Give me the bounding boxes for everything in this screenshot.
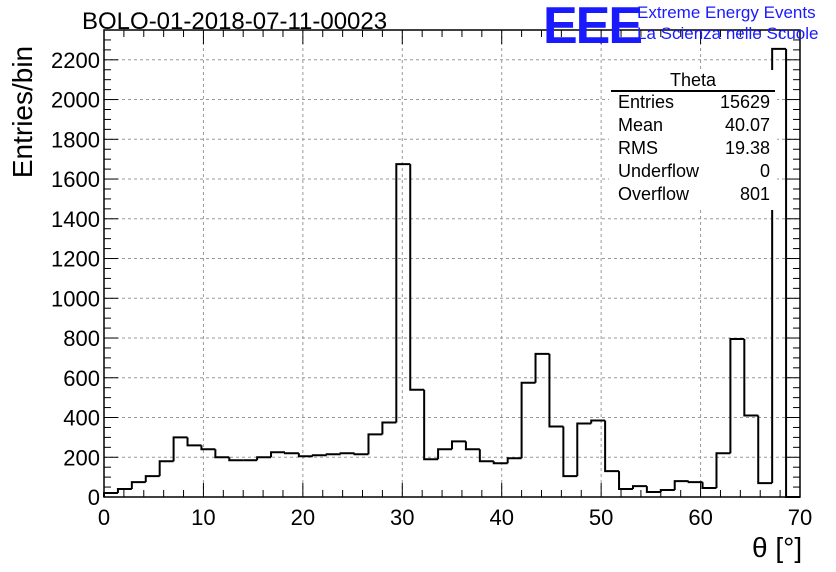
histogram-bin	[590, 419, 606, 424]
stats-label: Mean	[618, 115, 664, 135]
stats-value: 15629	[719, 92, 770, 112]
y-tick-label: 800	[63, 326, 100, 351]
histogram-bin	[604, 420, 620, 473]
stats-row-entries: Entries 15629	[618, 92, 770, 114]
eee-logo-mark: EEE	[543, 0, 643, 55]
stats-label: Overflow	[618, 184, 690, 204]
y-tick-label: 200	[63, 445, 100, 470]
histogram-bin	[283, 452, 299, 455]
histogram-bin	[311, 454, 327, 457]
stats-label: Entries	[618, 92, 675, 112]
x-tick-label: 20	[291, 505, 315, 530]
stats-value: 0	[759, 161, 770, 181]
y-tick-label: 1800	[51, 127, 100, 152]
x-tick-label: 70	[788, 505, 812, 530]
histogram-bin	[631, 485, 647, 490]
y-axis-label: Entries/bin	[7, 45, 38, 179]
stats-row-rms: RMS 19.38	[618, 138, 770, 160]
histogram-bin	[464, 441, 480, 451]
x-tick-label: 30	[390, 505, 414, 530]
stats-label: RMS	[618, 138, 658, 158]
y-tick-label: 400	[63, 406, 100, 431]
histogram-bin	[548, 353, 564, 428]
stats-row-underflow: Underflow 0	[618, 161, 770, 183]
histogram-bin	[395, 163, 411, 423]
histogram-bin	[423, 389, 439, 461]
histogram-bin	[729, 338, 745, 454]
histogram-bin	[576, 422, 592, 477]
y-tick-label: 1400	[51, 207, 100, 232]
histogram-bin	[506, 457, 522, 464]
histogram-bin	[492, 461, 508, 465]
histogram-bin	[172, 436, 188, 462]
stats-label: Underflow	[618, 161, 700, 181]
x-tick-label: 50	[589, 505, 613, 530]
histogram-bin	[673, 480, 689, 491]
plot-frame	[103, 29, 801, 498]
stats-row-mean: Mean 40.07	[618, 115, 770, 137]
chart-title: BOLO-01-2018-07-11-00023	[82, 8, 388, 35]
histogram-bins	[103, 47, 800, 498]
y-tick-label: 1200	[51, 247, 100, 272]
histogram-bin	[618, 471, 633, 491]
histogram-bin	[381, 421, 397, 435]
histogram-bin	[478, 449, 494, 463]
histogram-bin	[256, 456, 272, 461]
histogram-bin	[339, 452, 355, 455]
histogram-bin	[144, 475, 160, 483]
histogram-bin	[353, 453, 369, 456]
histogram-bin	[785, 48, 800, 498]
histogram-bin	[270, 451, 285, 458]
histogram-bin	[130, 481, 146, 490]
histogram-bin	[645, 486, 661, 494]
x-tick-label: 0	[98, 505, 110, 530]
logo-text-line1: Extreme Energy Events	[637, 3, 816, 22]
x-tick-label: 60	[688, 505, 712, 530]
stats-box: Theta Entries 15629 Mean 40.07 RMS 19.38…	[609, 70, 777, 210]
axis-ticks	[103, 29, 801, 498]
histogram-bin	[771, 47, 787, 484]
y-tick-label: 2200	[51, 48, 100, 73]
histogram-bin	[743, 339, 759, 417]
y-tick-label: 600	[63, 366, 100, 391]
stats-separator	[611, 90, 775, 92]
x-axis-label: θ [°]	[752, 532, 803, 563]
histogram-bin	[701, 482, 717, 490]
y-tick-label: 2000	[51, 88, 100, 113]
histogram-bin	[228, 457, 244, 462]
y-tick-label: 1000	[51, 286, 100, 311]
x-tick-label: 10	[191, 505, 215, 530]
stats-title: Theta	[669, 70, 717, 90]
y-tick-label: 0	[88, 485, 100, 510]
histogram-bin	[325, 453, 341, 456]
stats-value: 801	[739, 184, 770, 204]
histogram-bin	[409, 164, 425, 391]
histogram-bin	[200, 445, 216, 451]
histogram-bin	[562, 426, 578, 478]
x-tick-label: 40	[489, 505, 513, 530]
histogram-bin	[367, 433, 383, 455]
histogram-bin	[158, 460, 174, 477]
histogram-bin	[116, 488, 132, 494]
histogram-bin	[451, 440, 466, 450]
histogram-bin	[757, 415, 773, 485]
stats-value: 19.38	[724, 138, 770, 158]
histogram-bin	[186, 437, 202, 447]
stats-value: 40.07	[724, 115, 770, 135]
histogram-bin	[534, 352, 550, 383]
stats-row-overflow: Overflow 801	[618, 184, 770, 206]
histogram-bin	[659, 489, 675, 493]
grid-lines	[104, 30, 800, 497]
y-tick-label: 1600	[51, 167, 100, 192]
histogram-bin	[297, 453, 313, 458]
histogram-bin	[437, 448, 452, 460]
histogram-bin	[715, 452, 731, 489]
tick-labels: 0 10 20 30 40 50 60 70 0 200 400 600 800 1000 1200 1400…	[51, 48, 812, 530]
histogram-bin	[214, 449, 230, 459]
histogram-bin	[520, 381, 536, 459]
histogram-bin	[687, 481, 703, 484]
logo-text-line2: La Scienza nelle Scuole	[637, 24, 819, 43]
